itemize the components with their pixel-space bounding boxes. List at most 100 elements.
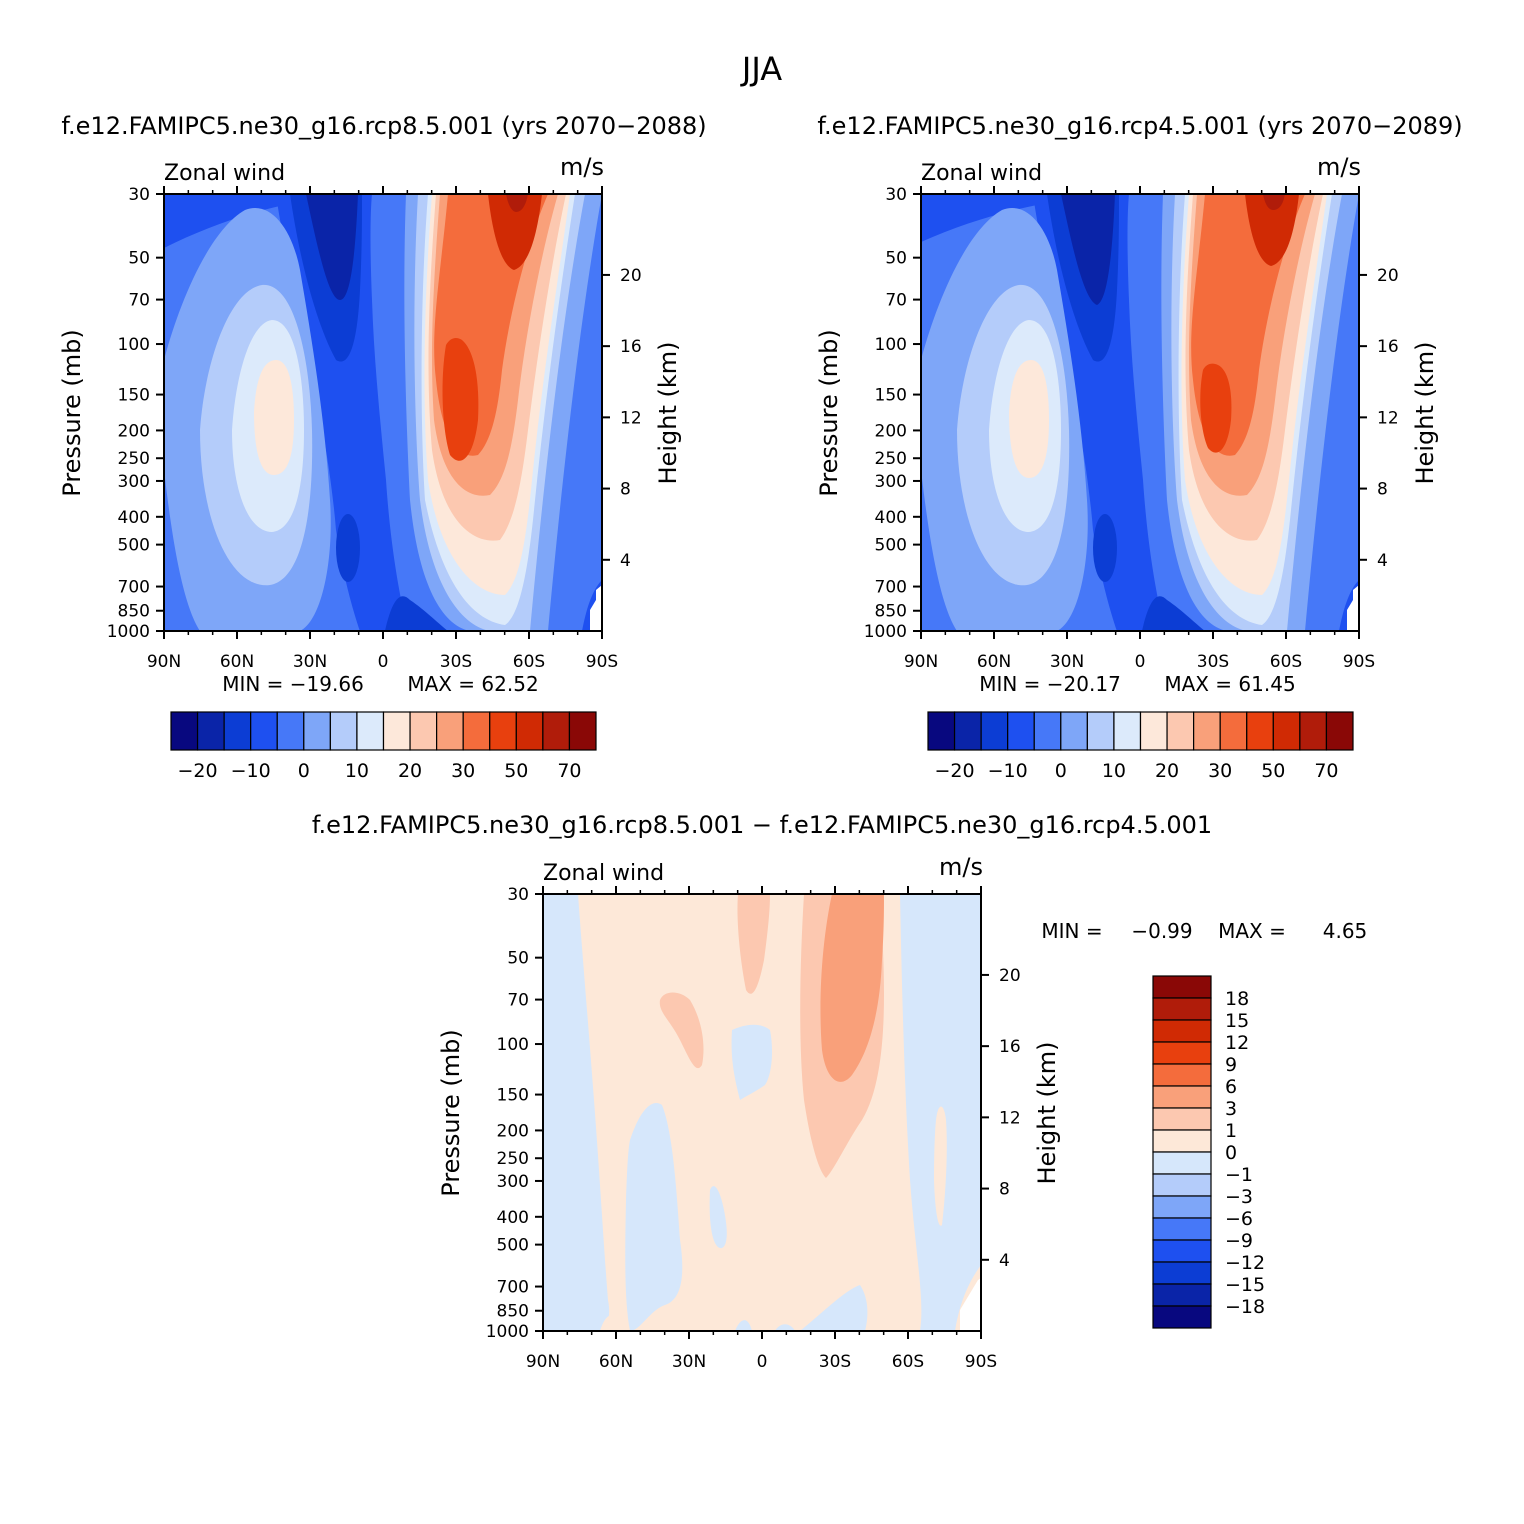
- y-tick-label: 250: [497, 1149, 529, 1169]
- colorbar-box: [1152, 975, 1212, 999]
- contour-fill: [164, 194, 280, 248]
- colorbar-box: [409, 711, 438, 751]
- panel-c-ticks: 90N 60N 30N 0 30S 60S 90S 30 50 70 100 150 200 250 300…: [486, 885, 1021, 1372]
- panel-a-ylabel-right: Height (km): [654, 342, 682, 485]
- y-tick-label: 50: [128, 249, 150, 269]
- y-tick-label: 100: [497, 1035, 529, 1055]
- contour-fill: [921, 194, 1037, 242]
- colorbar-label: −20: [178, 760, 218, 782]
- colorbar-box: [1152, 997, 1212, 1021]
- panel-a-contours: [164, 194, 602, 631]
- colorbar-box: [1272, 711, 1301, 751]
- colorbar-label: 9: [1225, 1054, 1237, 1076]
- colorbar-label: 20: [398, 760, 422, 782]
- colorbar-box: [515, 711, 544, 751]
- contour-fill: [506, 194, 528, 212]
- panel-b-ylabel-right: Height (km): [1411, 342, 1439, 485]
- colorbar-box: [489, 711, 517, 751]
- colorbar-box: [1152, 1041, 1212, 1065]
- colorbar-label: −20: [935, 760, 975, 782]
- height-tick-label: 16: [999, 1037, 1021, 1057]
- colorbar-box: [1152, 1019, 1212, 1043]
- height-tick-label: 20: [1377, 266, 1399, 286]
- y-tick-label: 500: [497, 1236, 529, 1256]
- contour-fill: [276, 194, 408, 631]
- colorbar-box: [276, 711, 305, 751]
- colorbar-label: −9: [1225, 1230, 1253, 1252]
- colorbar-box: [170, 711, 199, 751]
- height-tick-label: 4: [999, 1251, 1010, 1271]
- y-tick-label: 50: [885, 249, 907, 269]
- y-tick-label: 300: [875, 472, 907, 492]
- panel-b-max: MAX = 61.45: [1164, 672, 1295, 696]
- panel-c-units: m/s: [939, 853, 983, 881]
- y-tick-label: 400: [497, 1208, 529, 1228]
- colorbar-box: [1152, 1151, 1212, 1175]
- colorbar-box: [1166, 711, 1195, 751]
- colorbar-box: [568, 711, 597, 751]
- colorbar-box: [1139, 711, 1168, 751]
- y-tick-label: 250: [875, 449, 907, 469]
- contour-fill: [934, 1106, 947, 1226]
- contour-fill: [735, 1320, 752, 1331]
- colorbar-label: 6: [1225, 1076, 1237, 1098]
- height-tick-label: 20: [620, 266, 642, 286]
- y-tick-label: 1000: [107, 622, 150, 642]
- x-tick-label: 0: [757, 1352, 768, 1372]
- panel-b-title: f.e12.FAMIPC5.ne30_g16.rcp4.5.001 (yrs 2…: [817, 112, 1462, 140]
- colorbar-box: [1152, 1217, 1212, 1241]
- y-tick-label: 30: [885, 185, 907, 205]
- x-tick-label: 0: [1135, 652, 1146, 672]
- panel-a-rcp85: 90N 60N 30N 0 30S 60S 90S305070100150200250300…: [58, 153, 682, 782]
- x-tick-label: 60S: [513, 652, 545, 672]
- colorbar-label: 0: [1055, 760, 1067, 782]
- panel-c-min-value: −0.99: [1131, 919, 1192, 943]
- height-tick-label: 12: [999, 1108, 1021, 1128]
- contour-fill: [1245, 194, 1299, 266]
- colorbar-label: 10: [345, 760, 369, 782]
- colorbar-label: 3: [1225, 1098, 1237, 1120]
- contour-fill: [1200, 363, 1232, 453]
- colorbar-box: [462, 711, 491, 751]
- panel-c-difference: 90N 60N 30N 0 30S 60S 90S305070100150200250300…: [437, 853, 1367, 1372]
- contour-fill: [254, 360, 294, 475]
- colorbar-label: 18: [1225, 988, 1249, 1010]
- x-tick-label: 90N: [904, 652, 938, 672]
- contour-fill: [800, 1285, 868, 1331]
- colorbar-box: [1086, 711, 1115, 751]
- y-tick-label: 500: [118, 536, 150, 556]
- x-tick-label: 30S: [1197, 652, 1229, 672]
- contour-fill: [442, 337, 479, 461]
- x-tick-label: 60S: [892, 1352, 924, 1372]
- x-tick-label: 60N: [977, 652, 1011, 672]
- panel-b-units: m/s: [1317, 153, 1361, 181]
- colorbar-box: [1152, 1129, 1212, 1153]
- height-tick-label: 12: [1377, 408, 1399, 428]
- panel-b-min: MIN = −20.17: [979, 672, 1121, 696]
- panel-a-title: f.e12.FAMIPC5.ne30_g16.rcp8.5.001 (yrs 2…: [61, 112, 706, 140]
- colorbar-box: [1113, 711, 1142, 751]
- height-tick-label: 8: [999, 1180, 1010, 1200]
- panel-a-max: MAX = 62.52: [407, 672, 538, 696]
- colorbar-label: −18: [1225, 1296, 1265, 1318]
- colorbar-label: 70: [557, 760, 581, 782]
- colorbar-box: [436, 711, 464, 751]
- y-tick-label: 100: [118, 335, 150, 355]
- panel-a-ylabel: Pressure (mb): [58, 329, 86, 496]
- y-tick-label: 1000: [486, 1322, 529, 1342]
- colorbar-box: [1152, 1283, 1212, 1307]
- colorbar-label: −12: [1225, 1252, 1265, 1274]
- colorbar-label: −1: [1225, 1164, 1253, 1186]
- x-tick-label: 90N: [147, 652, 181, 672]
- x-tick-label: 30N: [672, 1352, 706, 1372]
- y-tick-label: 50: [507, 949, 529, 969]
- colorbar-label: 20: [1155, 760, 1179, 782]
- colorbar-label: 10: [1102, 760, 1126, 782]
- colorbar-box: [223, 711, 252, 751]
- colorbar-label: 50: [504, 760, 528, 782]
- height-tick-label: 20: [999, 966, 1021, 986]
- x-tick-label: 60S: [1270, 652, 1302, 672]
- colorbar-label: −10: [988, 760, 1028, 782]
- contour-fill: [385, 596, 448, 631]
- colorbar-box: [1152, 1195, 1212, 1219]
